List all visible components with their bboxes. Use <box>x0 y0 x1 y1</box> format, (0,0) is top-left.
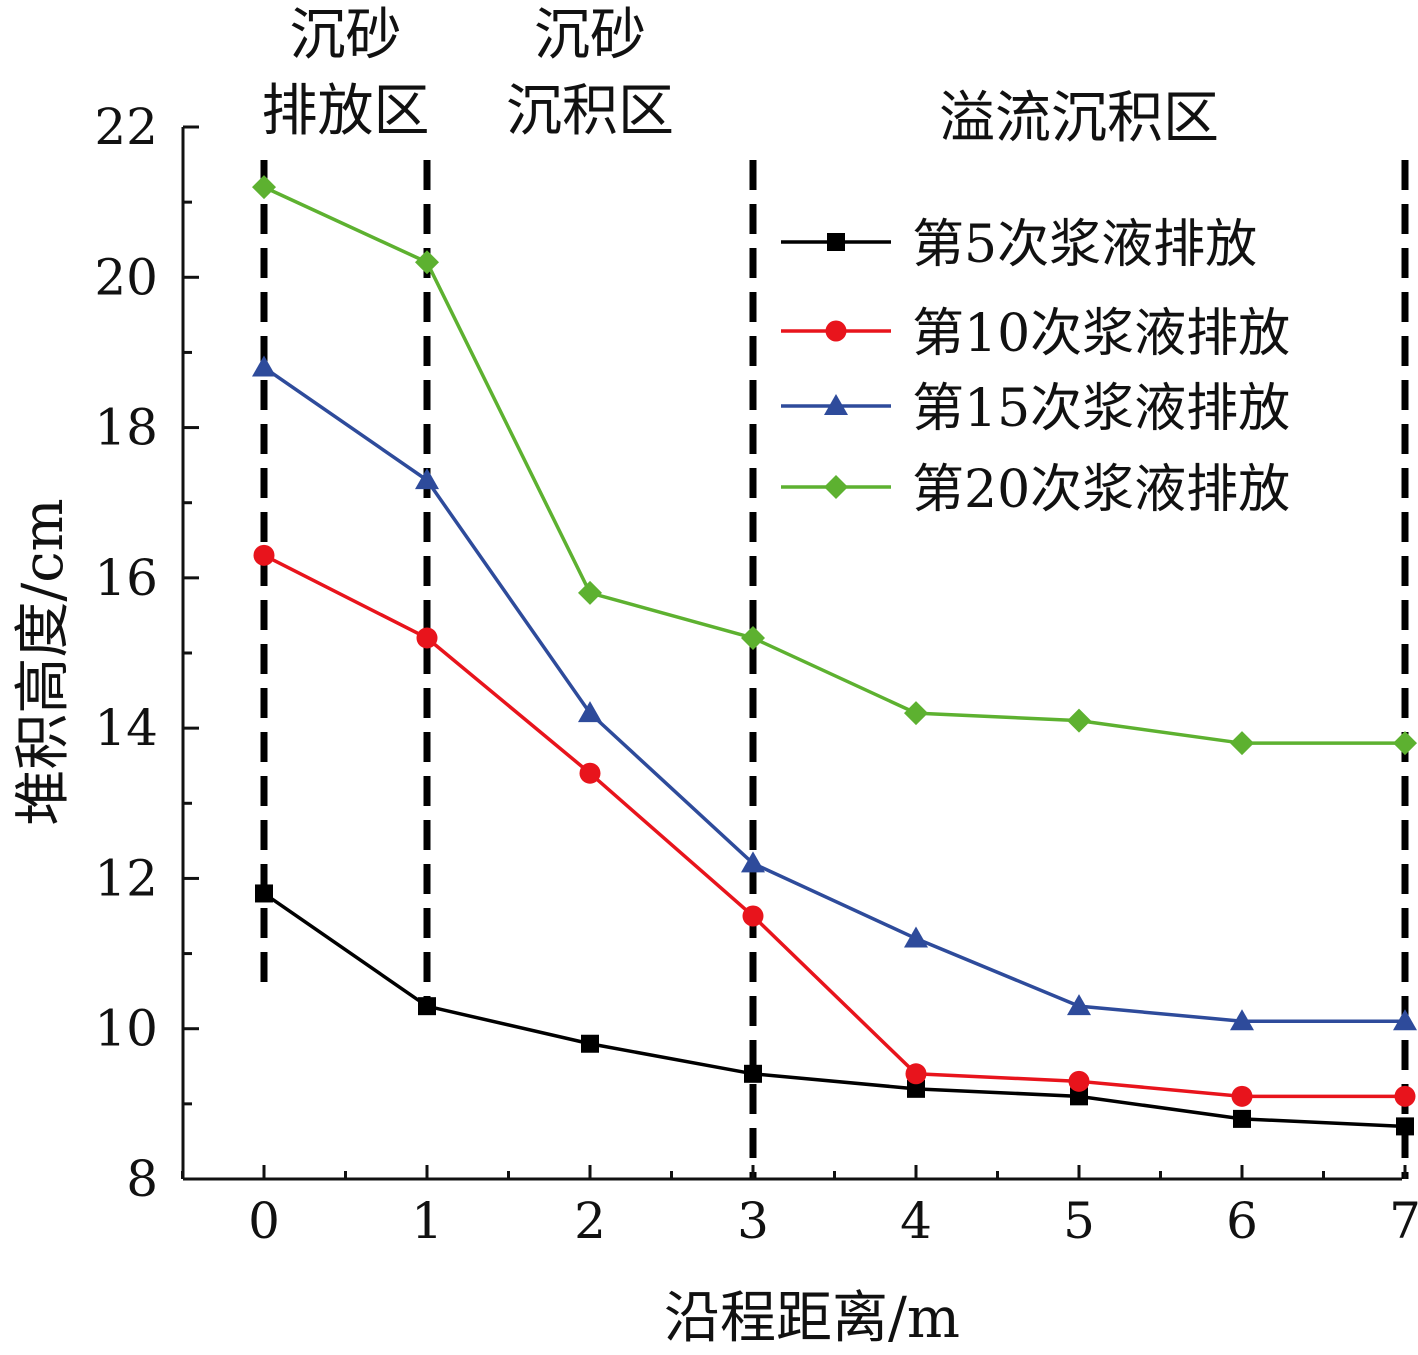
data-point-marker <box>741 625 765 650</box>
data-point-marker <box>1231 1085 1253 1107</box>
data-point-marker <box>905 1063 927 1085</box>
data-point-marker <box>415 250 439 275</box>
data-point-marker <box>1230 731 1254 756</box>
data-point-marker <box>904 701 928 726</box>
y-axis-label: 堆积高度/cm <box>11 498 76 825</box>
series-line <box>263 366 1405 1023</box>
data-point-marker <box>253 544 275 566</box>
x-tick-label: 2 <box>574 1192 606 1250</box>
data-point-marker <box>1393 1009 1417 1031</box>
data-point-marker <box>824 394 848 415</box>
data-point-marker <box>741 851 765 873</box>
x-axis-label: 沿程距离/m <box>664 1286 960 1351</box>
y-tick-label: 10 <box>94 1000 158 1058</box>
x-tick-label: 5 <box>1063 1192 1095 1250</box>
series-1 <box>255 884 1414 1136</box>
series-4 <box>252 175 1417 756</box>
data-point-marker <box>1067 708 1091 733</box>
data-point-marker <box>742 905 764 927</box>
series-line <box>263 892 1406 1129</box>
data-point-marker <box>416 627 438 649</box>
y-tick-label: 20 <box>94 248 158 306</box>
zone-label: 沉砂 <box>534 3 646 68</box>
data-point-marker <box>825 320 847 342</box>
zone-label: 溢流沉积区 <box>939 86 1219 151</box>
data-point-marker <box>415 468 439 490</box>
series-2 <box>253 544 1416 1107</box>
zone-label: 排放区 <box>262 79 430 144</box>
data-point-marker <box>1233 1109 1251 1128</box>
x-tick-label: 3 <box>737 1192 769 1250</box>
data-point-marker <box>579 762 601 784</box>
data-point-marker <box>1393 731 1417 756</box>
zone-label: 沉积区 <box>506 79 674 144</box>
y-tick-label: 18 <box>94 399 158 457</box>
y-tick-label: 22 <box>94 98 158 156</box>
series-line <box>263 185 1405 745</box>
data-point-marker <box>252 175 276 200</box>
y-tick-label: 14 <box>94 699 158 757</box>
data-point-marker <box>1394 1085 1416 1107</box>
data-point-marker <box>255 884 273 903</box>
y-tick-label: 12 <box>94 849 158 907</box>
data-point-marker <box>418 997 436 1016</box>
legend-label: 第5次浆液排放 <box>912 215 1257 275</box>
x-tick-label: 7 <box>1389 1192 1418 1250</box>
series-layer <box>252 175 1417 1136</box>
data-point-marker <box>907 1079 925 1098</box>
x-tick-label: 4 <box>900 1192 932 1250</box>
data-point-marker <box>1396 1117 1414 1136</box>
data-point-marker <box>581 1034 599 1053</box>
legend-label: 第15次浆液排放 <box>912 379 1290 439</box>
x-tick-label: 0 <box>248 1192 280 1250</box>
data-point-marker <box>904 926 928 948</box>
y-tick-label: 16 <box>94 549 158 607</box>
data-point-marker <box>1070 1087 1088 1106</box>
data-point-marker <box>252 355 276 377</box>
legend-label: 第10次浆液排放 <box>912 304 1290 364</box>
y-tick-label: 8 <box>126 1150 158 1208</box>
data-point-marker <box>824 475 848 499</box>
data-point-marker <box>827 233 845 251</box>
series-line <box>263 553 1405 1099</box>
data-point-marker <box>578 701 602 723</box>
zone-label: 沉砂 <box>290 3 402 68</box>
x-tick-label: 1 <box>411 1192 443 1250</box>
zone-dividers <box>260 160 1409 1179</box>
data-point-marker <box>1067 994 1091 1016</box>
data-point-marker <box>1230 1009 1254 1031</box>
data-point-marker <box>578 580 602 605</box>
data-point-marker <box>744 1064 762 1083</box>
x-tick-label: 6 <box>1226 1192 1258 1250</box>
series-3 <box>252 355 1417 1031</box>
legend-label: 第20次浆液排放 <box>912 460 1290 520</box>
data-point-marker <box>1068 1070 1090 1092</box>
